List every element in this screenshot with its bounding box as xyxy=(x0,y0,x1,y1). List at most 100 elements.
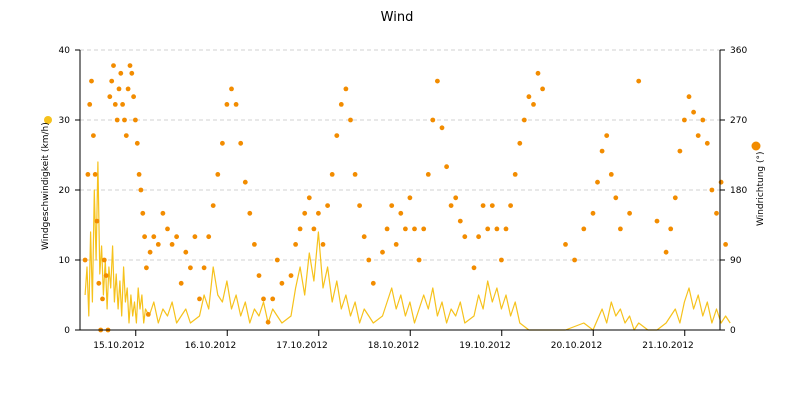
direction-point xyxy=(293,242,298,247)
direction-point xyxy=(274,257,280,263)
y-left-tick-label: 40 xyxy=(59,46,71,56)
direction-point xyxy=(370,280,376,286)
direction-point xyxy=(210,203,216,209)
direction-point xyxy=(535,70,541,76)
direction-point xyxy=(165,226,170,232)
y-left-tick-label: 0 xyxy=(64,326,70,336)
direction-point xyxy=(142,234,148,240)
direction-point xyxy=(462,234,468,240)
direction-point xyxy=(302,210,308,216)
direction-point xyxy=(82,257,88,263)
direction-point xyxy=(116,86,122,92)
direction-point xyxy=(188,265,193,271)
direction-point xyxy=(192,234,198,240)
direction-point xyxy=(220,140,225,146)
direction-point xyxy=(389,203,395,209)
direction-point xyxy=(677,148,683,154)
speed-series xyxy=(84,161,731,331)
direction-point xyxy=(261,296,266,302)
direction-point xyxy=(366,257,372,263)
direction-point xyxy=(144,265,149,271)
direction-point xyxy=(120,102,125,107)
direction-point xyxy=(663,249,669,255)
direction-point xyxy=(270,296,276,302)
direction-point xyxy=(125,86,131,92)
direction-point xyxy=(471,265,477,271)
direction-point xyxy=(118,70,124,76)
direction-point xyxy=(85,172,91,177)
direction-point xyxy=(112,102,118,107)
axes xyxy=(75,49,725,336)
direction-point xyxy=(129,70,135,76)
direction-point xyxy=(723,242,728,247)
direction-point xyxy=(122,117,127,123)
x-tick-label: 20.10.2012 xyxy=(551,341,603,351)
direction-point xyxy=(109,78,115,84)
y-left-title: Windgeschwindigkeit (km/h) xyxy=(41,122,51,250)
direction-point xyxy=(183,249,189,255)
direction-point xyxy=(604,133,610,139)
direction-point xyxy=(178,280,184,286)
direction-point xyxy=(329,172,335,177)
direction-point xyxy=(343,86,349,92)
direction-point xyxy=(595,179,600,185)
direction-point xyxy=(201,265,207,271)
direction-point xyxy=(627,210,632,216)
direction-point xyxy=(416,257,422,263)
direction-point xyxy=(233,102,239,107)
speed-line xyxy=(84,161,731,331)
direction-point xyxy=(613,195,619,201)
x-tick-label: 19.10.2012 xyxy=(459,341,511,351)
direction-point xyxy=(306,195,312,201)
direction-point xyxy=(672,195,678,201)
direction-point xyxy=(618,226,623,232)
direction-point xyxy=(563,242,568,247)
direction-point xyxy=(654,218,660,224)
y-right-tick-label: 0 xyxy=(730,326,736,336)
direction-legend-dot xyxy=(751,141,761,151)
direction-point xyxy=(265,319,271,325)
direction-point xyxy=(224,102,230,107)
direction-point xyxy=(145,312,151,317)
direction-series xyxy=(82,63,728,333)
y-right-title: Windrichtung (°) xyxy=(756,151,766,226)
direction-point xyxy=(357,203,362,209)
x-tick-label: 15.10.2012 xyxy=(93,341,145,351)
direction-point xyxy=(252,242,257,247)
direction-point xyxy=(247,210,253,216)
direction-point xyxy=(288,273,294,278)
direction-point xyxy=(131,94,137,100)
direction-point xyxy=(517,140,523,146)
direction-point xyxy=(503,226,509,232)
direction-point xyxy=(160,210,166,216)
direction-point xyxy=(714,210,719,216)
direction-point xyxy=(147,249,153,255)
direction-point xyxy=(174,234,180,240)
direction-point xyxy=(590,210,596,216)
direction-point xyxy=(412,226,417,232)
direction-point xyxy=(393,242,399,247)
grid xyxy=(80,49,720,261)
chart-title: Wind xyxy=(381,10,414,25)
speed-legend-dot xyxy=(44,116,52,124)
direction-point xyxy=(384,226,390,232)
direction-point xyxy=(599,148,605,154)
y-left-tick-label: 20 xyxy=(59,186,71,196)
direction-point xyxy=(215,172,221,177)
direction-point xyxy=(398,210,404,216)
direction-point xyxy=(361,234,367,240)
direction-point xyxy=(499,257,504,263)
direction-point xyxy=(444,164,449,170)
direction-point xyxy=(407,195,413,201)
direction-point xyxy=(489,203,495,209)
direction-point xyxy=(325,203,330,209)
direction-point xyxy=(238,140,244,146)
direction-point xyxy=(531,102,536,107)
direction-point xyxy=(439,125,445,131)
direction-point xyxy=(636,78,642,84)
y-right-tick-label: 180 xyxy=(730,186,747,196)
direction-point xyxy=(540,86,545,92)
direction-point xyxy=(111,63,116,68)
